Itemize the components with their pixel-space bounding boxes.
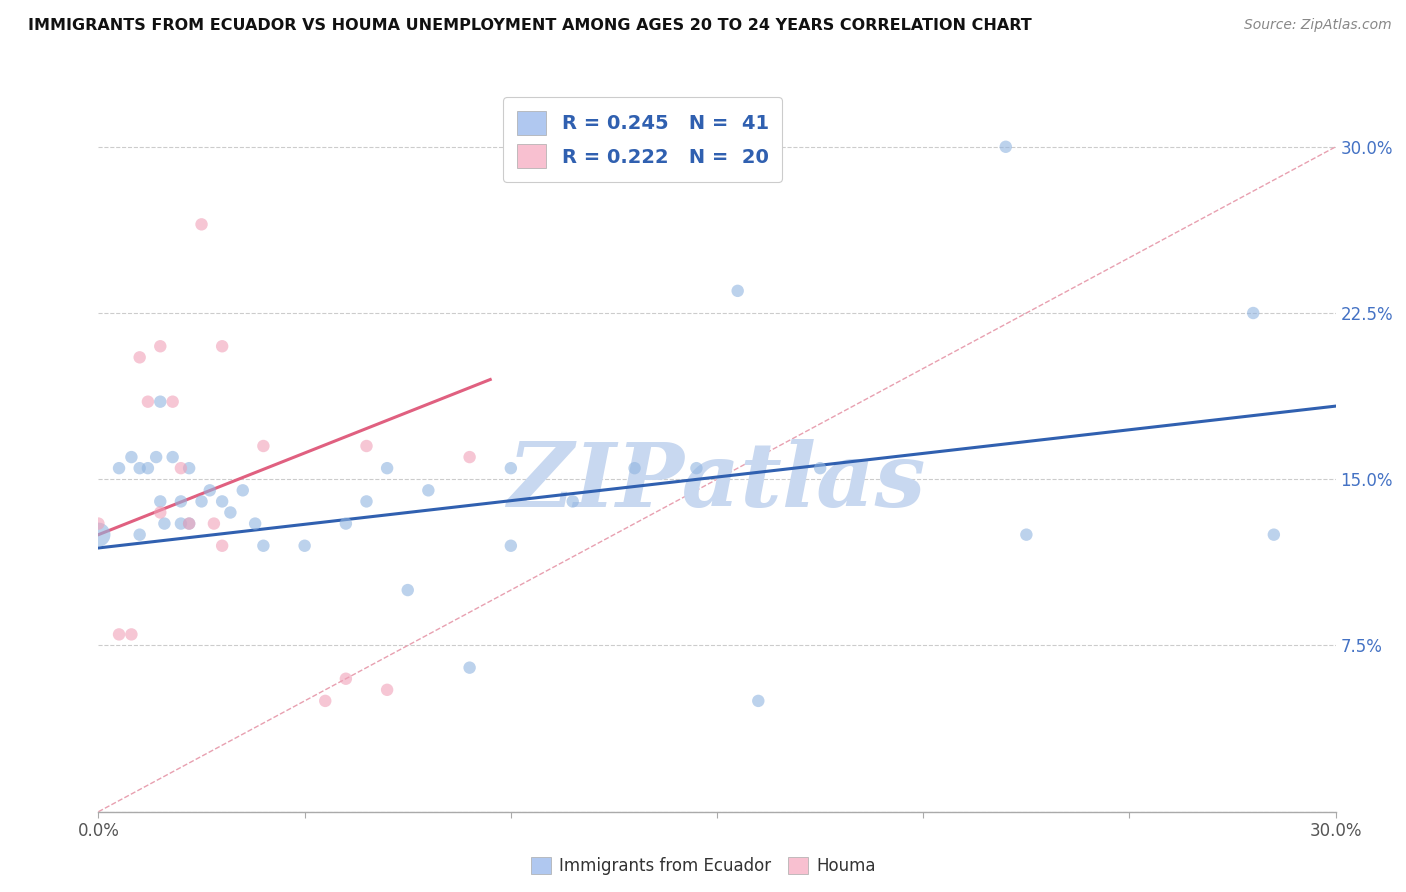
- Point: [808, 461, 831, 475]
- Point: [149, 394, 172, 409]
- Point: [179, 516, 201, 531]
- Point: [747, 694, 769, 708]
- Point: [458, 450, 481, 464]
- Point: [396, 583, 419, 598]
- Point: [243, 516, 266, 531]
- Point: [1263, 527, 1285, 541]
- Point: [1241, 306, 1264, 320]
- Point: [994, 140, 1017, 154]
- Point: [145, 450, 167, 464]
- Point: [356, 494, 378, 508]
- Point: [375, 682, 398, 697]
- Point: [170, 516, 193, 531]
- Point: [136, 394, 159, 409]
- Point: [149, 339, 172, 353]
- Point: [87, 527, 110, 541]
- Point: [685, 461, 707, 475]
- Point: [190, 218, 212, 232]
- Point: [87, 516, 110, 531]
- Point: [211, 339, 233, 353]
- Point: [211, 494, 233, 508]
- Point: [162, 394, 184, 409]
- Point: [211, 539, 233, 553]
- Point: [128, 351, 150, 365]
- Point: [335, 516, 357, 531]
- Point: [128, 527, 150, 541]
- Point: [727, 284, 749, 298]
- Point: [499, 461, 522, 475]
- Point: [120, 450, 142, 464]
- Legend: R = 0.245   N =  41, R = 0.222   N =  20: R = 0.245 N = 41, R = 0.222 N = 20: [503, 97, 782, 182]
- Point: [458, 660, 481, 674]
- Point: [356, 439, 378, 453]
- Point: [335, 672, 357, 686]
- Point: [149, 506, 172, 520]
- Point: [108, 461, 131, 475]
- Point: [252, 539, 274, 553]
- Point: [179, 461, 201, 475]
- Point: [153, 516, 176, 531]
- Point: [499, 539, 522, 553]
- Point: [219, 506, 242, 520]
- Point: [232, 483, 254, 498]
- Point: [252, 439, 274, 453]
- Point: [418, 483, 440, 498]
- Point: [202, 516, 225, 531]
- Point: [128, 461, 150, 475]
- Point: [623, 461, 645, 475]
- Legend: Immigrants from Ecuador, Houma: Immigrants from Ecuador, Houma: [522, 849, 884, 884]
- Point: [162, 450, 184, 464]
- Point: [314, 694, 336, 708]
- Point: [120, 627, 142, 641]
- Point: [294, 539, 316, 553]
- Point: [179, 516, 201, 531]
- Point: [149, 494, 172, 508]
- Point: [561, 494, 583, 508]
- Point: [170, 461, 193, 475]
- Point: [375, 461, 398, 475]
- Text: Source: ZipAtlas.com: Source: ZipAtlas.com: [1244, 18, 1392, 32]
- Point: [170, 494, 193, 508]
- Point: [190, 494, 212, 508]
- Point: [1015, 527, 1038, 541]
- Point: [136, 461, 159, 475]
- Text: IMMIGRANTS FROM ECUADOR VS HOUMA UNEMPLOYMENT AMONG AGES 20 TO 24 YEARS CORRELAT: IMMIGRANTS FROM ECUADOR VS HOUMA UNEMPLO…: [28, 18, 1032, 33]
- Text: ZIPatlas: ZIPatlas: [509, 440, 925, 525]
- Point: [198, 483, 221, 498]
- Point: [108, 627, 131, 641]
